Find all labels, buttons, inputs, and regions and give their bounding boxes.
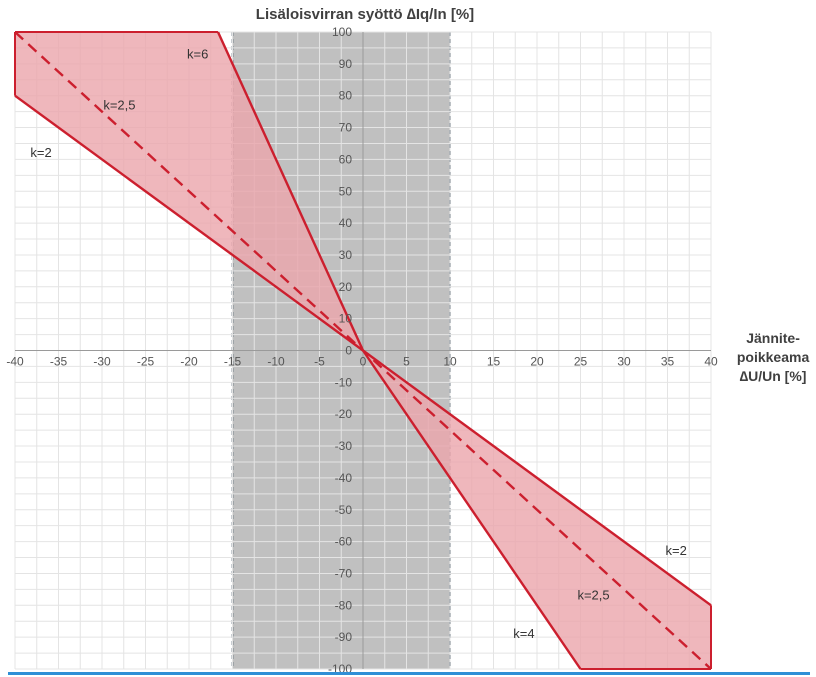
x-tick-label: -10	[267, 355, 285, 369]
x-tick-label: 40	[704, 355, 718, 369]
y-tick-label: 10	[339, 312, 353, 326]
y-tick-label: 70	[339, 121, 353, 135]
y-tick-label: -50	[335, 503, 353, 517]
x-tick-label: 35	[661, 355, 675, 369]
annotation-label: k=2	[30, 145, 51, 160]
annotation-label: k=2,5	[577, 588, 609, 603]
chart-title: Lisäloisvirran syöttö ∆Iq/In [%]	[256, 6, 474, 23]
annotations-layer: k=6 k=2,5 k=2 k=2 k=2,5 k=4	[30, 46, 686, 641]
y-tick-label: 60	[339, 152, 353, 166]
annotation-label: k=2	[666, 543, 687, 558]
annotation-label: k=6	[187, 46, 208, 61]
x-tick-label: 5	[403, 355, 410, 369]
y-tick-label: 90	[339, 57, 353, 71]
y-tick-label: -90	[335, 630, 353, 644]
y-tick-label: -80	[335, 598, 353, 612]
x-tick-label: 15	[487, 355, 501, 369]
series-layer	[14, 31, 712, 670]
x-tick-label: -35	[50, 355, 68, 369]
x-axis-label: Jännite- poikkeama ∆U/Un [%]	[737, 330, 813, 384]
tick-labels: -40 -35 -30 -25 -20 -15 -10 -5 0 5 10 15 20 25 30 35 40-…	[6, 25, 718, 676]
x-tick-label: -30	[93, 355, 111, 369]
y-tick-label: 40	[339, 216, 353, 230]
annotation-label: k=2,5	[103, 97, 135, 112]
bottom-border	[8, 672, 810, 675]
x-tick-label: 0	[360, 355, 367, 369]
x-tick-label: -15	[224, 355, 242, 369]
y-tick-label: 50	[339, 184, 353, 198]
x-tick-label: 10	[443, 355, 457, 369]
y-tick-label: -30	[335, 439, 353, 453]
series-line-k-6	[216, 31, 365, 351]
x-tick-label: -25	[137, 355, 155, 369]
annotation-label: k=4	[513, 626, 534, 641]
x-axis-label-line-1: Jännite-	[746, 330, 800, 346]
y-tick-label: 80	[339, 89, 353, 103]
x-tick-label: 20	[530, 355, 544, 369]
series-line-k-4	[362, 349, 582, 670]
x-tick-label: -40	[6, 355, 24, 369]
y-tick-label: 30	[339, 248, 353, 262]
series-line-k-2-5	[14, 31, 712, 670]
x-tick-label: -5	[314, 355, 325, 369]
y-tick-label: 0	[345, 344, 352, 358]
y-tick-label: -60	[335, 535, 353, 549]
y-tick-label: -10	[335, 375, 353, 389]
y-tick-label: -40	[335, 471, 353, 485]
y-tick-label: 20	[339, 280, 353, 294]
x-axis-label-line-3: ∆U/Un [%]	[740, 368, 807, 384]
x-axis-label-line-2: poikkeama	[737, 349, 810, 365]
y-tick-label: -70	[335, 566, 353, 580]
x-tick-label: 25	[574, 355, 588, 369]
x-tick-label: -20	[180, 355, 198, 369]
y-tick-label: -20	[335, 407, 353, 421]
x-tick-label: 30	[617, 355, 631, 369]
y-tick-label: 100	[332, 25, 352, 39]
